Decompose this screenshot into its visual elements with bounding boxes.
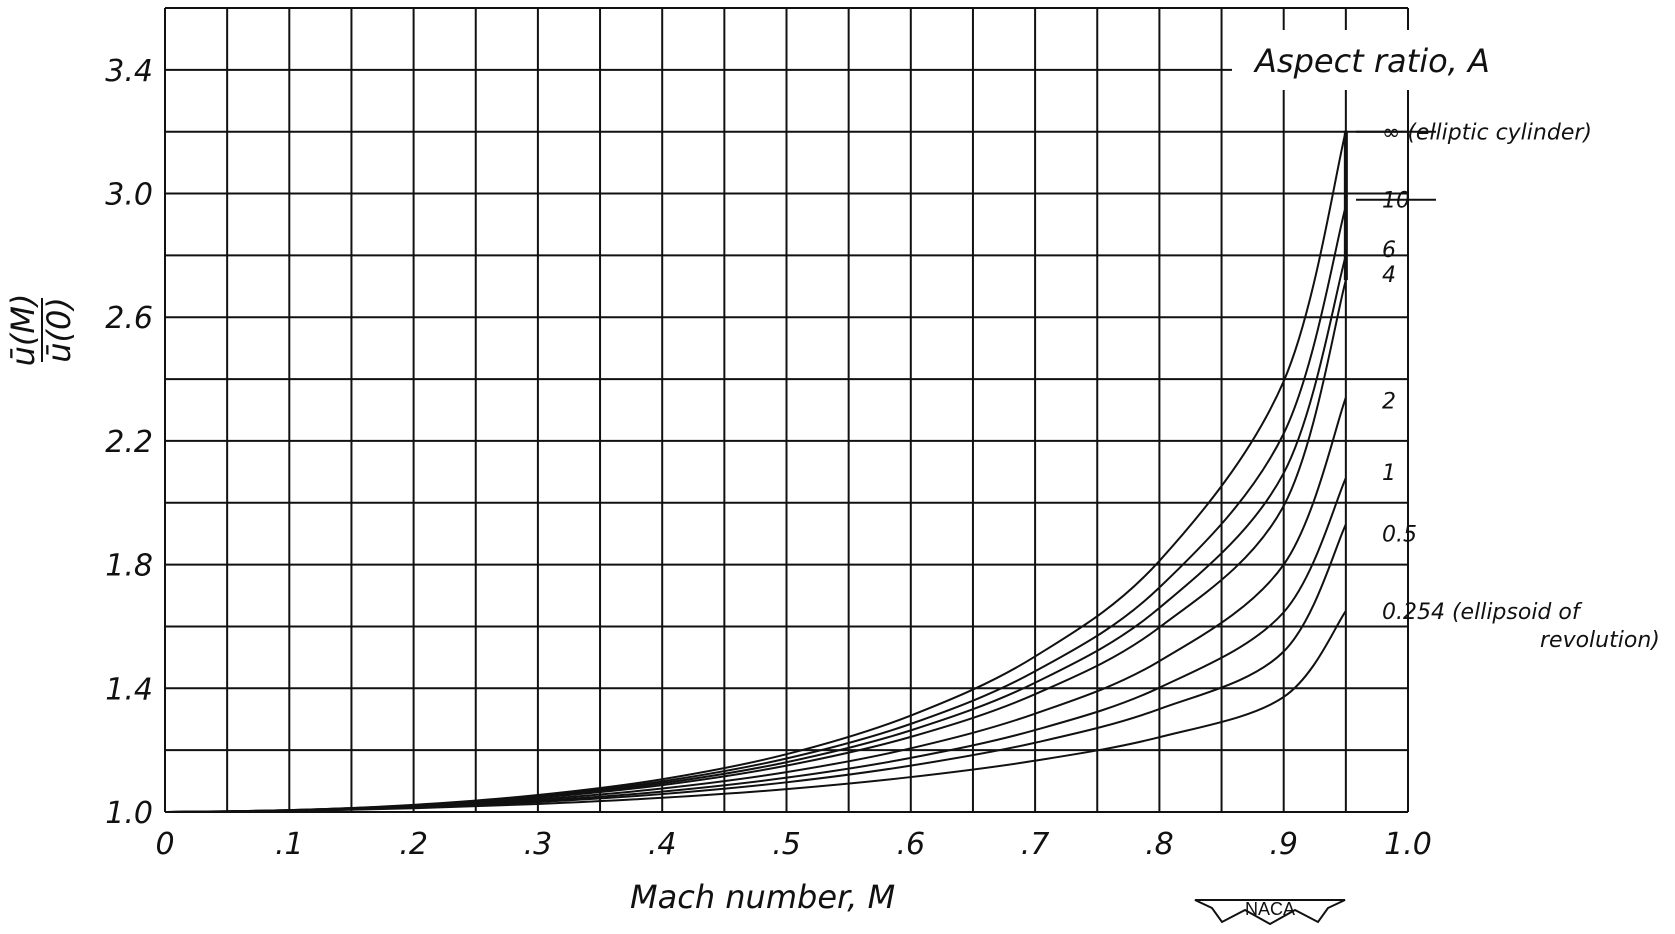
- x-tick-label: .4: [648, 827, 677, 862]
- y-axis-label: ū(M) ū(0): [4, 294, 78, 367]
- y-tick-label: 3.4: [105, 54, 153, 89]
- grid: [164, 7, 1409, 813]
- x-tick-label: .2: [399, 827, 428, 862]
- legend-title: Aspect ratio, A: [1253, 42, 1490, 80]
- naca-logo-wings: [1194, 899, 1346, 926]
- x-tick-label: 0: [155, 827, 174, 862]
- y-tick-label: 1.8: [105, 549, 153, 584]
- x-tick-label: .6: [896, 827, 925, 862]
- y-tick-label: 2.6: [105, 301, 153, 336]
- x-tick-label: .8: [1145, 827, 1174, 862]
- naca-logo: NACA: [1194, 899, 1346, 926]
- legend-entry: 1: [1382, 461, 1396, 486]
- y-tick-labels: 1.0 1.4 1.8 2.2 2.6 3.0 3.4: [105, 54, 153, 831]
- legend-entry: 2: [1382, 390, 1396, 415]
- x-tick-label: .3: [524, 827, 553, 862]
- y-axis-label-numerator: ū(M): [4, 294, 42, 367]
- legend-entry: revolution): [1540, 628, 1660, 653]
- x-tick-label: .1: [275, 827, 304, 862]
- legend-entry: 10: [1382, 189, 1410, 214]
- x-tick-label: 1.0: [1384, 827, 1432, 862]
- y-tick-label: 1.0: [105, 796, 153, 831]
- legend-entry: 0.254 (ellipsoid of: [1382, 600, 1583, 625]
- y-tick-label: 3.0: [105, 178, 153, 213]
- legend-title-mask: [1232, 30, 1532, 90]
- legend-entry: 4: [1382, 263, 1396, 288]
- x-tick-label: .9: [1269, 827, 1298, 862]
- legend-entry: 6: [1382, 238, 1396, 263]
- legend-entry: ∞ (elliptic cylinder): [1382, 121, 1592, 146]
- x-axis-label: Mach number, M: [630, 878, 895, 916]
- x-tick-labels: 0 .1 .2 .3 .4 .5 .6 .7 .8 .9 1.0: [155, 827, 1431, 862]
- y-axis-label-denominator: ū(0): [40, 297, 78, 363]
- y-tick-label: 2.2: [105, 425, 153, 460]
- y-tick-label: 1.4: [105, 672, 153, 707]
- legend-entry: 0.5: [1382, 523, 1417, 548]
- legend: Aspect ratio, A ∞ (elliptic cylinder) 10 6…: [1232, 30, 1660, 653]
- x-tick-label: .5: [772, 827, 801, 862]
- naca-logo-text: NACA: [1245, 899, 1295, 919]
- x-tick-label: .7: [1021, 827, 1050, 862]
- series-line: [164, 610, 1347, 813]
- curves: [164, 130, 1348, 813]
